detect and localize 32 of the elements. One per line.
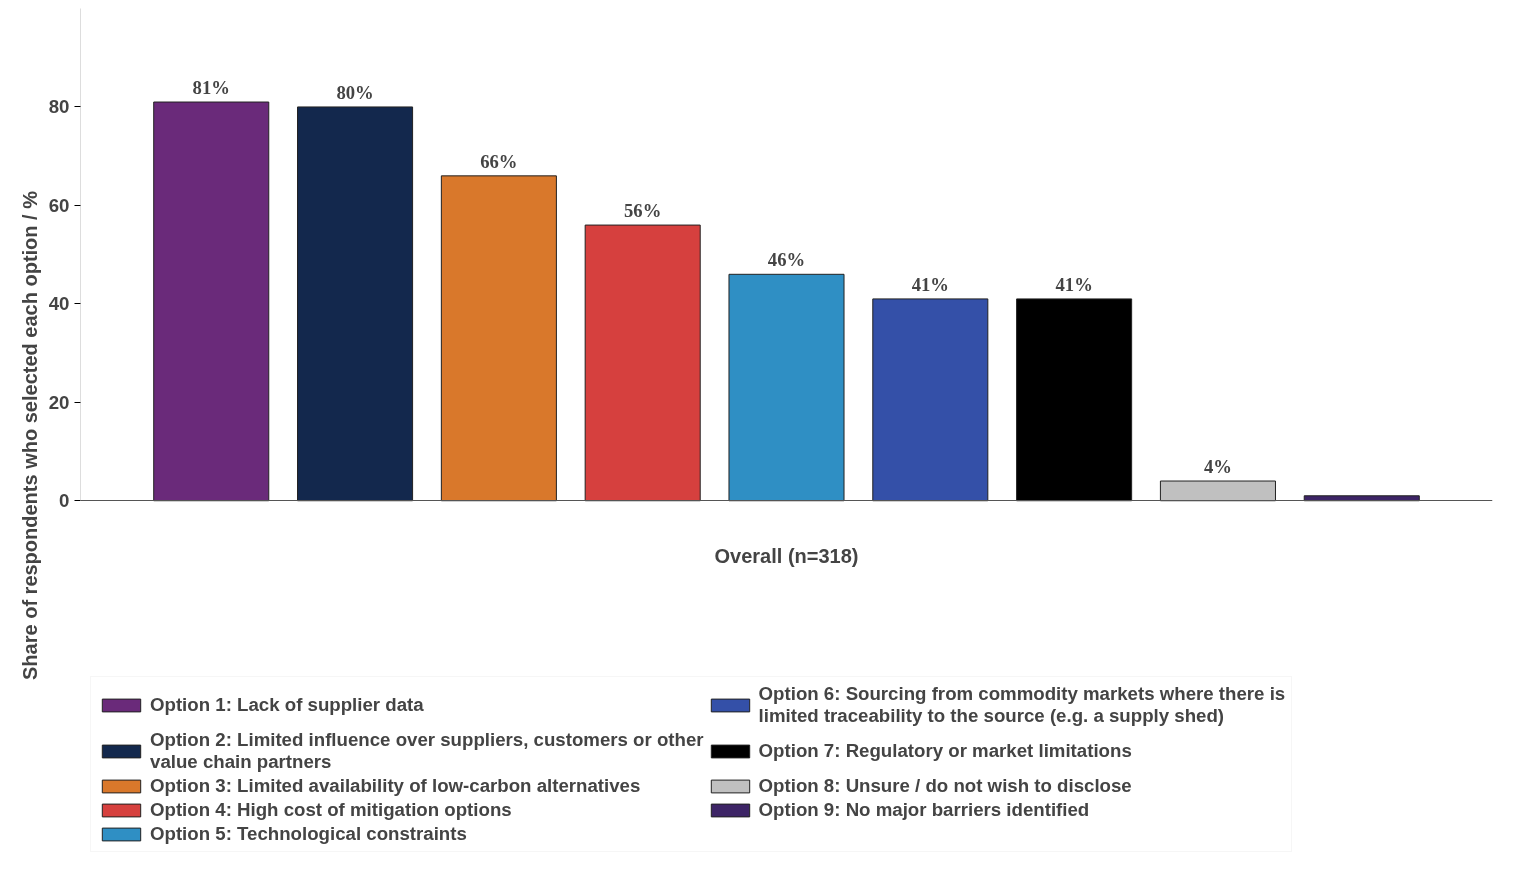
bar: [728, 273, 845, 502]
legend-label: Option 4: High cost of mitigation options: [150, 799, 512, 821]
legend-label: Option 5: Technological constraints: [150, 823, 467, 845]
legend-label: Option 7: Regulatory or market limitations: [758, 740, 1132, 762]
bar: [153, 101, 270, 502]
data-label: 4%: [1203, 456, 1232, 478]
data-label: 41%: [911, 273, 949, 295]
legend-label: Option 8: Unsure / do not wish to disclose: [758, 775, 1132, 797]
x-tick-label: Overall (n=318): [714, 544, 859, 567]
data-label: 80%: [336, 81, 374, 103]
bar: [872, 298, 989, 502]
y-tick-label: 80: [48, 96, 70, 118]
bar: [584, 224, 701, 502]
data-label: 66%: [480, 150, 518, 172]
bar: [297, 106, 414, 502]
legend-label: Option 6: Sourcing from commodity markets where there is limited traceability to the source (e.g. a supply shed): [758, 683, 1286, 727]
y-tick-label: 60: [48, 194, 70, 216]
y-tick-label: 40: [48, 293, 70, 315]
data-label: 81%: [192, 77, 230, 99]
legend-label: Option 2: Limited influence over suppliers, customers or other value chain partners: [150, 729, 704, 773]
data-label: 46%: [767, 249, 806, 271]
y-axis-title: Share of respondents who selected each option / %: [18, 190, 41, 680]
legend-label: Option 3: Limited availability of low-carbon alternatives: [150, 775, 641, 797]
bar: [1016, 298, 1133, 502]
y-tick-label: 0: [59, 490, 70, 512]
legend-label: Option 1: Lack of supplier data: [150, 694, 424, 716]
bar: [1159, 480, 1276, 502]
data-label: 41%: [1055, 273, 1093, 295]
legend-label: Option 9: No major barriers identified: [758, 799, 1090, 821]
data-label: 56%: [624, 200, 662, 222]
y-tick-label: 20: [48, 391, 70, 413]
bar: [440, 175, 557, 502]
